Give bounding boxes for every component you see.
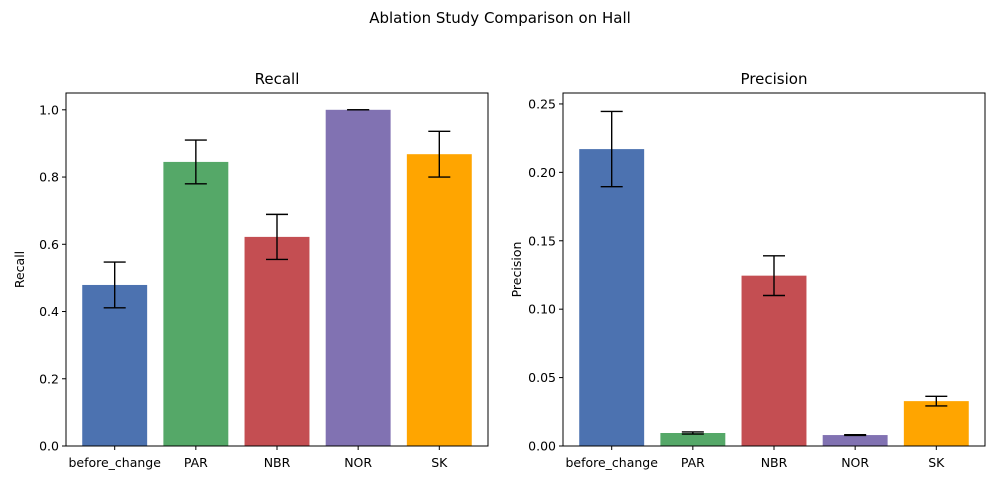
panel-1-xtick-label: NOR: [344, 455, 372, 470]
panel-1-ytick-label: 0.4: [39, 304, 59, 319]
panel-2-xtick-label: NOR: [841, 455, 869, 470]
panel-1-xtick-label: before_change: [68, 455, 161, 470]
panel-1-xtick-label: PAR: [184, 455, 208, 470]
panel-1-xtick-label: SK: [431, 455, 448, 470]
panel-2-ytick-label: 0.25: [528, 96, 556, 111]
figure-suptitle: Ablation Study Comparison on Hall: [369, 9, 631, 27]
panel-1-bar-PAR: [163, 161, 229, 446]
panel-1-ytick-label: 0.6: [39, 237, 59, 252]
panel-2-ytick-label: 0.10: [528, 302, 556, 317]
panel-1-title: Recall: [255, 70, 300, 88]
panel-2-ytick-label: 0.15: [528, 233, 556, 248]
panel-2-xtick-label: PAR: [681, 455, 705, 470]
panel-2-xtick-label: before_change: [565, 455, 658, 470]
panel-1-ytick-label: 0.2: [39, 371, 59, 386]
panel-2-ytick-label: 0.00: [528, 439, 556, 454]
panel-2-bar-before_change: [579, 149, 645, 446]
panel-1-bar-NOR: [325, 109, 391, 447]
panel-2-bar-SK: [903, 401, 969, 446]
panel-1-ytick-label: 0.0: [39, 439, 59, 454]
panel-2-bar-NOR: [822, 435, 888, 446]
panel-1-bar-before_change: [82, 284, 148, 446]
panel-2-bar-PAR: [660, 433, 726, 446]
panel-2-xtick-label: SK: [928, 455, 945, 470]
panel-2-title: Precision: [741, 70, 808, 88]
panel-2-ytick-label: 0.05: [528, 370, 556, 385]
panel-1-xtick-label: NBR: [264, 455, 291, 470]
panel-2-ylabel: Precision: [509, 242, 524, 298]
panel-1-ylabel: Recall: [12, 251, 27, 288]
panel-1-ytick-label: 1.0: [39, 102, 59, 117]
panel-1-ytick-label: 0.8: [39, 170, 59, 185]
panel-2-ytick-label: 0.20: [528, 165, 556, 180]
panel-1-bar-SK: [406, 154, 472, 447]
panel-1-bar-NBR: [244, 236, 310, 446]
panel-2-xtick-label: NBR: [761, 455, 788, 470]
panel-2-bar-NBR: [741, 275, 807, 446]
